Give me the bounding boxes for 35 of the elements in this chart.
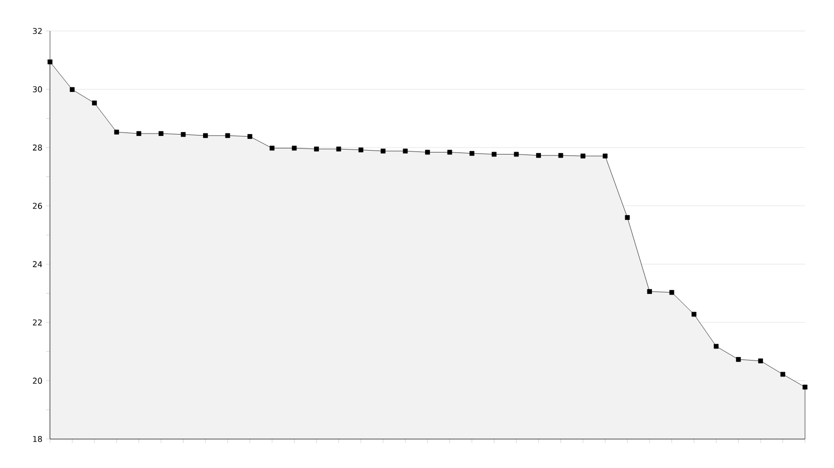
point bbox=[247, 134, 252, 139]
point bbox=[514, 152, 519, 157]
point bbox=[736, 357, 741, 362]
point bbox=[70, 87, 75, 92]
point bbox=[136, 131, 142, 136]
point bbox=[270, 146, 274, 151]
point bbox=[203, 133, 208, 138]
point bbox=[714, 344, 719, 349]
point bbox=[492, 152, 497, 157]
point bbox=[758, 358, 763, 364]
point bbox=[180, 132, 186, 137]
point bbox=[692, 312, 696, 317]
point bbox=[580, 154, 586, 158]
point bbox=[114, 130, 120, 135]
point bbox=[336, 146, 342, 152]
point bbox=[669, 290, 674, 295]
point bbox=[402, 148, 408, 154]
point bbox=[470, 150, 474, 156]
point bbox=[447, 150, 452, 155]
point bbox=[558, 153, 564, 158]
point bbox=[225, 133, 230, 138]
point bbox=[158, 131, 164, 136]
point bbox=[802, 384, 808, 390]
point bbox=[314, 146, 319, 152]
point bbox=[602, 154, 608, 158]
point bbox=[92, 100, 97, 106]
point bbox=[647, 289, 652, 294]
point bbox=[624, 215, 630, 220]
point bbox=[358, 147, 364, 152]
point bbox=[48, 59, 52, 64]
point bbox=[536, 153, 541, 158]
point bbox=[380, 148, 386, 154]
point bbox=[292, 146, 297, 151]
point bbox=[780, 372, 786, 377]
point bbox=[425, 150, 430, 155]
